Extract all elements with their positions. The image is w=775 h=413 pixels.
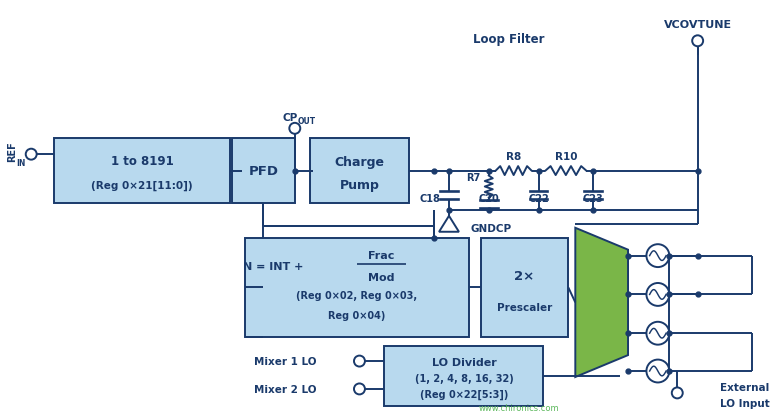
Text: R8: R8 [506, 152, 522, 162]
FancyBboxPatch shape [245, 238, 469, 337]
Circle shape [289, 123, 300, 135]
Circle shape [354, 356, 365, 367]
Text: Prescaler: Prescaler [497, 303, 553, 313]
Polygon shape [575, 228, 628, 377]
Text: (Reg 0×22[5:3]): (Reg 0×22[5:3]) [420, 389, 508, 399]
Text: R7: R7 [466, 172, 480, 182]
FancyBboxPatch shape [480, 238, 568, 337]
Text: LO Divider: LO Divider [432, 357, 496, 367]
Text: (Reg 0×21[11:0]): (Reg 0×21[11:0]) [91, 180, 193, 190]
Text: Reg 0×04): Reg 0×04) [329, 311, 386, 320]
Text: Charge: Charge [335, 156, 384, 169]
Text: External: External [720, 382, 769, 392]
Text: 1 to 8191: 1 to 8191 [111, 155, 174, 168]
FancyBboxPatch shape [310, 139, 409, 204]
Text: C23: C23 [583, 193, 604, 204]
Text: Frac: Frac [368, 250, 394, 260]
Text: R10: R10 [555, 152, 577, 162]
Text: PFD: PFD [249, 165, 278, 178]
FancyBboxPatch shape [384, 347, 543, 406]
Text: Mixer 2 LO: Mixer 2 LO [253, 384, 316, 394]
FancyBboxPatch shape [232, 139, 294, 204]
FancyBboxPatch shape [54, 139, 230, 204]
Text: Mod: Mod [368, 272, 394, 282]
Text: Mixer 1 LO: Mixer 1 LO [253, 356, 316, 366]
Text: VCOVTUNE: VCOVTUNE [663, 20, 732, 30]
Text: LO Input: LO Input [719, 398, 770, 408]
Text: www.chironics.com: www.chironics.com [478, 404, 559, 412]
Text: Pump: Pump [339, 179, 380, 192]
Text: (Reg 0×02, Reg 0×03,: (Reg 0×02, Reg 0×03, [296, 291, 418, 301]
Text: C22: C22 [528, 193, 549, 204]
Text: C20: C20 [478, 193, 499, 204]
Text: Loop Filter: Loop Filter [473, 33, 544, 46]
Text: CP: CP [282, 113, 298, 123]
Circle shape [692, 36, 703, 47]
Text: GNDCP: GNDCP [471, 224, 512, 234]
Circle shape [354, 384, 365, 394]
Text: 2×: 2× [515, 269, 535, 282]
Circle shape [26, 150, 36, 160]
Text: (1, 2, 4, 8, 16, 32): (1, 2, 4, 8, 16, 32) [415, 373, 513, 383]
Text: N = INT +: N = INT + [243, 261, 308, 271]
Text: REF: REF [7, 140, 17, 161]
Text: C18: C18 [419, 193, 440, 204]
Text: IN: IN [16, 158, 26, 167]
Circle shape [672, 387, 683, 399]
Text: OUT: OUT [297, 117, 315, 126]
